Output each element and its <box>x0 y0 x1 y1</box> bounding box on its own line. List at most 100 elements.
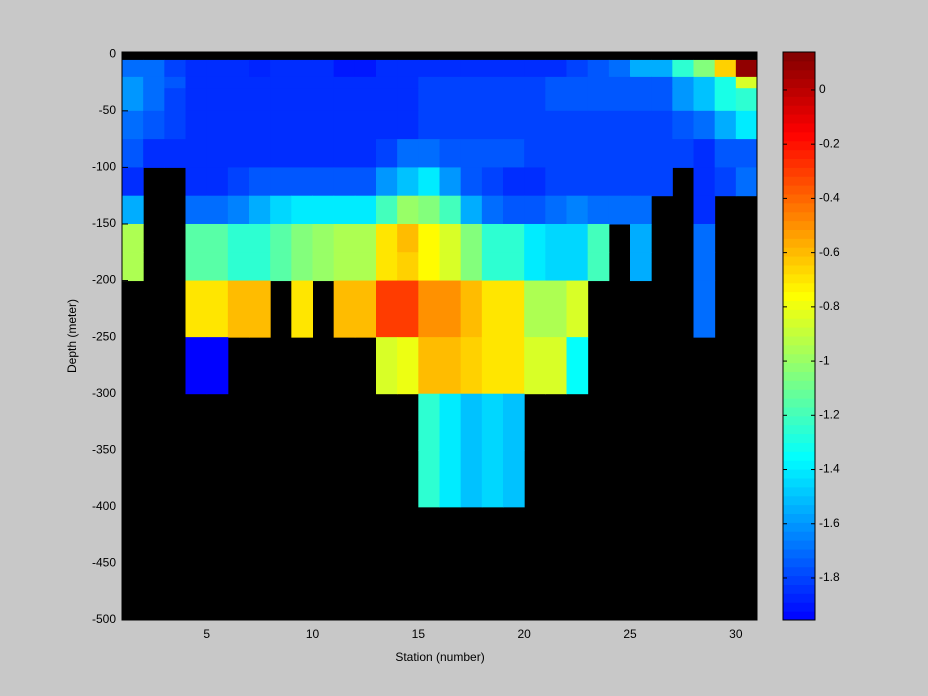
colorbar-segment <box>783 167 815 177</box>
heatmap-cell <box>185 59 208 78</box>
heatmap-cell <box>693 167 716 197</box>
heatmap-cell <box>227 167 250 197</box>
heatmap-cell <box>312 195 335 225</box>
colorbar-tick-label: -0.6 <box>819 245 840 259</box>
heatmap-cell <box>566 167 589 197</box>
heatmap-cell <box>185 337 208 395</box>
heatmap-cell <box>566 337 589 395</box>
heatmap-cell <box>714 88 737 112</box>
colorbar-tick-label: -1.4 <box>819 462 840 476</box>
heatmap-cell <box>587 139 610 168</box>
heatmap-cell <box>291 280 313 338</box>
colorbar-segment <box>783 549 815 559</box>
heatmap-cell <box>206 167 229 197</box>
heatmap-cell <box>333 252 356 282</box>
colorbar-segment <box>783 442 815 452</box>
colorbar-segment <box>783 247 815 257</box>
heatmap-cell <box>630 252 652 282</box>
heatmap-cell <box>587 88 610 112</box>
heatmap-cell <box>376 223 398 253</box>
heatmap-cell <box>608 88 631 112</box>
heatmap-cell <box>376 76 398 89</box>
heatmap-cell <box>693 76 716 89</box>
colorbar-segment <box>783 495 815 506</box>
heatmap-cell <box>206 76 229 89</box>
heatmap-cell <box>714 110 737 140</box>
heatmap-cell <box>672 76 694 89</box>
x-tick-label: 10 <box>306 627 320 641</box>
heatmap-cell <box>693 88 716 112</box>
heatmap-cell <box>545 337 567 395</box>
heatmap-cell <box>735 110 758 140</box>
colorbar-segment <box>783 229 815 239</box>
heatmap-cell <box>481 167 504 197</box>
heatmap-cell <box>397 195 419 225</box>
heatmap-cell <box>481 139 504 168</box>
heatmap-cell <box>693 252 716 282</box>
heatmap-cell <box>418 76 440 89</box>
heatmap-cell <box>333 139 356 168</box>
heatmap-cell <box>122 88 144 112</box>
heatmap-cell <box>227 110 250 140</box>
colorbar-tick-label: -0.4 <box>819 191 840 205</box>
heatmap-cell <box>206 139 229 168</box>
colorbar-segment <box>783 265 815 275</box>
x-tick-label: 5 <box>203 627 210 641</box>
heatmap-cell <box>566 195 589 225</box>
heatmap-cell <box>566 280 589 338</box>
heatmap-cell <box>291 110 313 140</box>
heatmap-cell <box>249 110 271 140</box>
colorbar-segment <box>783 486 815 497</box>
colorbar-segment <box>783 389 815 399</box>
heatmap-cell <box>566 59 589 78</box>
heatmap-cell <box>481 110 504 140</box>
heatmap-cell <box>227 59 250 78</box>
colorbar-segment <box>783 415 815 426</box>
heatmap-cell <box>418 139 440 168</box>
heatmap-cell <box>693 280 716 338</box>
colorbar-segment <box>783 336 815 346</box>
heatmap-cell <box>354 280 377 338</box>
colorbar-segment <box>783 123 815 133</box>
colorbar-segment <box>783 451 815 461</box>
heatmap-cell <box>354 167 377 197</box>
heatmap-cell <box>693 223 716 253</box>
heatmap-cell <box>460 280 483 338</box>
heatmap-cell <box>545 88 567 112</box>
heatmap-cell <box>312 59 335 78</box>
heatmap-cell <box>291 195 313 225</box>
heatmap-cell <box>291 223 313 253</box>
heatmap-cell <box>206 280 229 338</box>
heatmap-cell <box>693 59 716 78</box>
colorbar-segment <box>783 318 815 328</box>
heatmap-cell <box>164 110 186 140</box>
heatmap-cell <box>545 110 567 140</box>
heatmap-cell <box>481 195 504 225</box>
heatmap-cell <box>503 88 525 112</box>
heatmap-cell <box>503 280 525 338</box>
colorbar-tick-label: -0.8 <box>819 299 840 313</box>
heatmap-cell <box>460 450 483 508</box>
heatmap-cell <box>397 167 419 197</box>
colorbar-segment <box>783 593 815 603</box>
heatmap-cell <box>397 280 419 338</box>
heatmap-cell <box>714 59 737 78</box>
heatmap-cell <box>587 76 610 89</box>
heatmap-cell <box>672 88 694 112</box>
heatmap-cell <box>312 223 335 253</box>
heatmap-cell <box>608 167 631 197</box>
heatmap-cell <box>333 88 356 112</box>
heatmap-cell <box>735 59 758 78</box>
x-tick-label: 25 <box>623 627 637 641</box>
heatmap-cell <box>545 59 567 78</box>
heatmap-cell <box>418 450 440 508</box>
colorbar-segment <box>783 60 815 71</box>
colorbar-segment <box>783 407 815 417</box>
heatmap-cell <box>672 139 694 168</box>
heatmap-cell <box>503 223 525 253</box>
heatmap-cell <box>587 195 610 225</box>
heatmap-cell <box>122 167 144 197</box>
colorbar-segment <box>783 540 815 550</box>
colorbar-segment <box>783 398 815 408</box>
heatmap-cell <box>270 88 292 112</box>
